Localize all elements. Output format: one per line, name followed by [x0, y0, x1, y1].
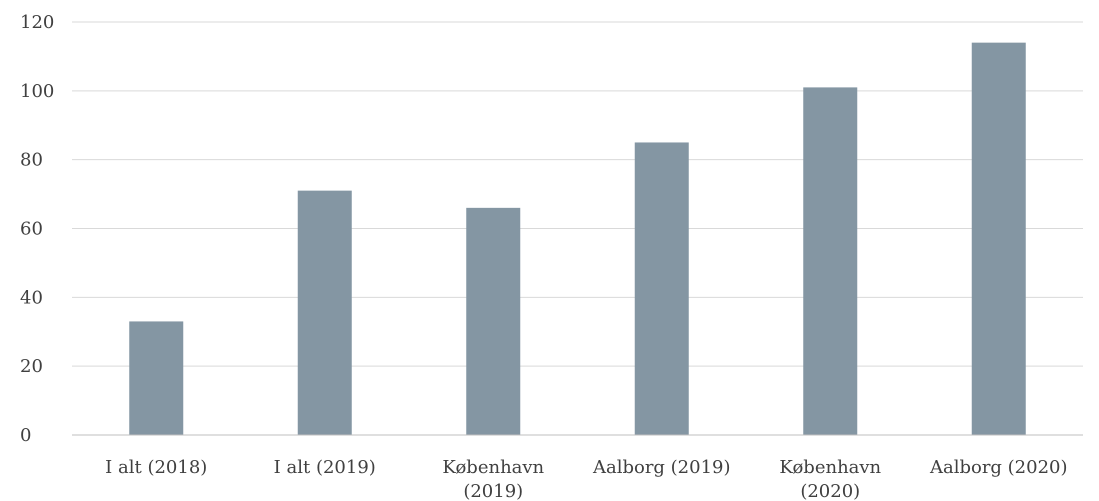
x-category-label: I alt (2018) — [105, 457, 207, 478]
y-tick-label: 60 — [20, 219, 43, 240]
x-category-label: Aalborg (2020) — [929, 457, 1068, 478]
bars — [129, 42, 1026, 436]
bar-4 — [803, 87, 858, 436]
y-tick-label: 80 — [20, 150, 43, 171]
bar-5 — [971, 42, 1026, 436]
grid — [72, 21, 1083, 367]
x-category-label: Aalborg (2019) — [592, 457, 731, 478]
x-axis-category-labels: I alt (2018) I alt (2019) København (2019) A… — [105, 457, 1067, 501]
bar-0 — [129, 321, 184, 435]
y-tick-label: 100 — [20, 81, 54, 102]
y-axis-tick-labels: 0 20 40 60 80 100 120 — [20, 12, 54, 446]
bar-2 — [466, 207, 521, 435]
bar-1 — [297, 190, 352, 435]
y-tick-label: 0 — [20, 425, 31, 446]
y-tick-label: 40 — [20, 287, 43, 308]
x-category-label: I alt (2019) — [274, 457, 376, 478]
x-category-label: København (2019) — [442, 457, 544, 501]
y-tick-label: 120 — [20, 12, 54, 33]
bar-3 — [634, 142, 689, 436]
x-category-label: København (2020) — [779, 457, 881, 501]
y-tick-label: 20 — [20, 356, 43, 377]
